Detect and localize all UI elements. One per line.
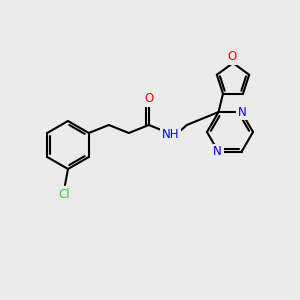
Text: Cl: Cl: [58, 188, 70, 200]
Text: N: N: [213, 146, 222, 158]
Text: N: N: [238, 106, 247, 118]
Text: O: O: [144, 92, 153, 106]
Text: O: O: [227, 50, 237, 64]
Text: NH: NH: [162, 128, 179, 140]
